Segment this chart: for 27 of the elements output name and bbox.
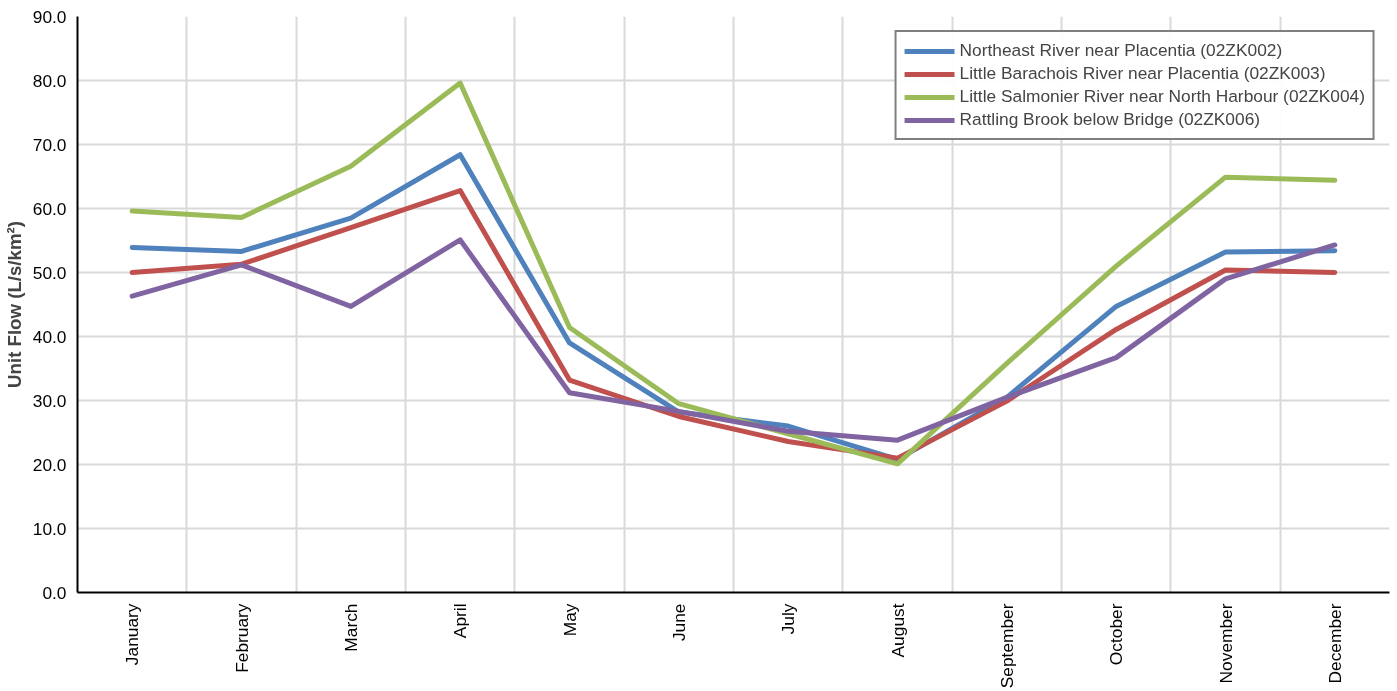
x-tick-label: February	[231, 603, 252, 673]
x-tick-label: April	[450, 603, 471, 639]
x-tick-label: November	[1215, 603, 1236, 684]
y-tick-label: 60.0	[32, 198, 67, 219]
y-tick-label: 80.0	[32, 70, 67, 91]
x-tick-label: October	[1106, 603, 1127, 666]
y-tick-label: 40.0	[32, 326, 67, 347]
legend-label: Rattling Brook below Bridge (02ZK006)	[959, 109, 1261, 130]
y-tick-label: 0.0	[42, 582, 67, 603]
legend-label: Little Barachois River near Placentia (02ZK003)	[959, 63, 1326, 84]
y-tick-label: 50.0	[32, 262, 67, 283]
x-tick-label: August	[887, 603, 908, 658]
x-tick-label: December	[1324, 603, 1345, 684]
x-tick-label: September	[996, 603, 1017, 689]
y-tick-label: 70.0	[32, 134, 67, 155]
x-tick-label: July	[778, 603, 799, 635]
x-tick-label: May	[559, 603, 580, 637]
y-tick-label: 20.0	[32, 454, 67, 475]
x-tick-label: January	[122, 603, 143, 666]
y-tick-label: 10.0	[32, 518, 67, 539]
x-tick-label: June	[668, 603, 689, 642]
legend-label: Little Salmonier River near North Harbour (02ZK004)	[959, 86, 1365, 107]
x-tick-label: March	[340, 603, 361, 652]
y-axis-title: Unit Flow (L/s/km²)	[3, 221, 25, 388]
y-tick-label: 90.0	[32, 6, 67, 27]
y-tick-label: 30.0	[32, 390, 67, 411]
legend-label: Northeast River near Placentia (02ZK002)	[959, 40, 1283, 61]
